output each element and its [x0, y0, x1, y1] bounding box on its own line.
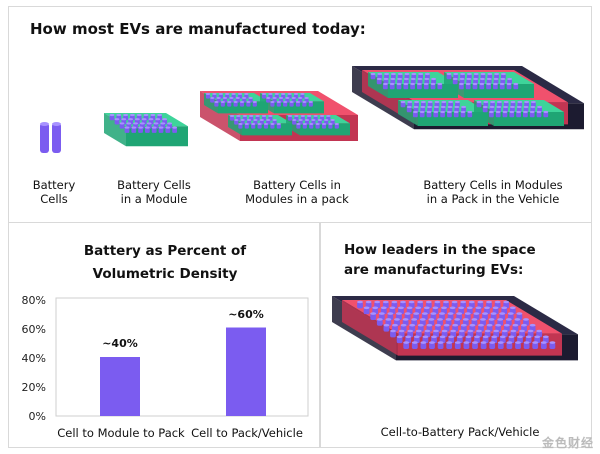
- stage-label-pack: Battery Cells in Modules in a pack: [245, 178, 349, 206]
- chart-title: Battery as Percent of Volumetric Density: [83, 243, 247, 282]
- battery-cells-illustration: [40, 122, 61, 153]
- vehicle-module-cells-2: [446, 72, 519, 90]
- module-illustration: [104, 113, 188, 147]
- bar-chart: [55, 297, 309, 417]
- cell-1: [40, 122, 49, 153]
- pack-module-cells-4: [287, 115, 339, 129]
- bar-2: [226, 327, 266, 416]
- vehicle-module-cells-4: [476, 100, 549, 118]
- y-tick-60: 60%: [21, 323, 46, 336]
- x-category-2: Cell to Pack/Vehicle: [191, 426, 303, 440]
- bar-1: [100, 357, 140, 416]
- bar-value-label-2: ~60%: [228, 307, 264, 321]
- stage-label-vehicle: Battery Cells in Modules in a Pack in the…: [423, 178, 563, 206]
- vehicle-module-cells-1: [370, 72, 443, 90]
- right-caption: Cell-to-Battery Pack/Vehicle: [380, 425, 540, 439]
- pack-module-cells-1: [205, 93, 257, 107]
- pack-module-cells-2: [261, 93, 313, 107]
- y-tick-40: 40%: [21, 352, 46, 365]
- right-title: How leaders in the space are manufacturin…: [344, 242, 536, 278]
- pack-module-cells-3: [229, 115, 281, 129]
- cell-2: [52, 122, 61, 153]
- cell-to-pack-illustration: [332, 296, 578, 361]
- pack-illustration: [200, 91, 358, 141]
- vehicle-pack-illustration: [352, 66, 584, 130]
- watermark-logo: 金色财经: [541, 436, 594, 450]
- y-tick-80: 80%: [21, 294, 46, 307]
- stage-label-module: Battery Cells in a Module: [117, 178, 191, 206]
- plot-frame: [55, 297, 309, 417]
- top-title: How most EVs are manufactured today:: [30, 20, 366, 38]
- module-cells: [109, 113, 177, 133]
- bar-value-label-1: ~40%: [102, 337, 138, 350]
- y-tick-20: 20%: [21, 381, 46, 394]
- y-tick-0: 0%: [28, 410, 46, 423]
- stage-label-cells: Battery Cells: [32, 178, 76, 206]
- chart-panel: [8, 222, 320, 448]
- ctp-cells: [357, 300, 556, 349]
- vehicle-module-cells-3: [400, 100, 473, 118]
- x-category-1: Cell to Module to Pack: [57, 426, 185, 440]
